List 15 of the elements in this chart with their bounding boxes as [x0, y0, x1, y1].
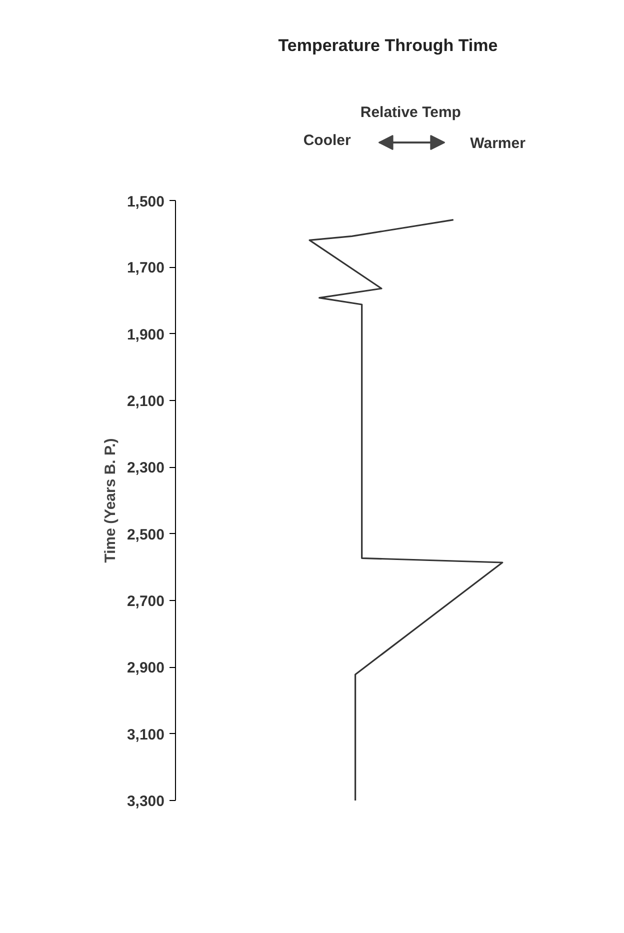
y-axis-title: Time (Years B. P.): [102, 438, 119, 563]
chart-title: Temperature Through Time: [278, 36, 498, 55]
y-tick-label: 2,900: [126, 660, 165, 677]
y-tick-label: 3,300: [126, 793, 165, 810]
text: Cooler: [303, 132, 351, 149]
y-tick-label: 3,100: [126, 726, 165, 744]
y-tick-label: 2,700: [126, 593, 165, 610]
y-tick-label: 1,700: [126, 260, 165, 277]
y-tick-label: 1,500: [126, 194, 165, 210]
x-axis-title: Relative Temp: [360, 104, 461, 121]
y-tick-label: 2,100: [126, 393, 165, 410]
y-tick-label: 1,900: [126, 326, 165, 344]
y-tick-label: 2,300: [126, 460, 165, 477]
y-tick-label: 2,500: [126, 526, 165, 544]
text: Warmer: [470, 135, 526, 152]
